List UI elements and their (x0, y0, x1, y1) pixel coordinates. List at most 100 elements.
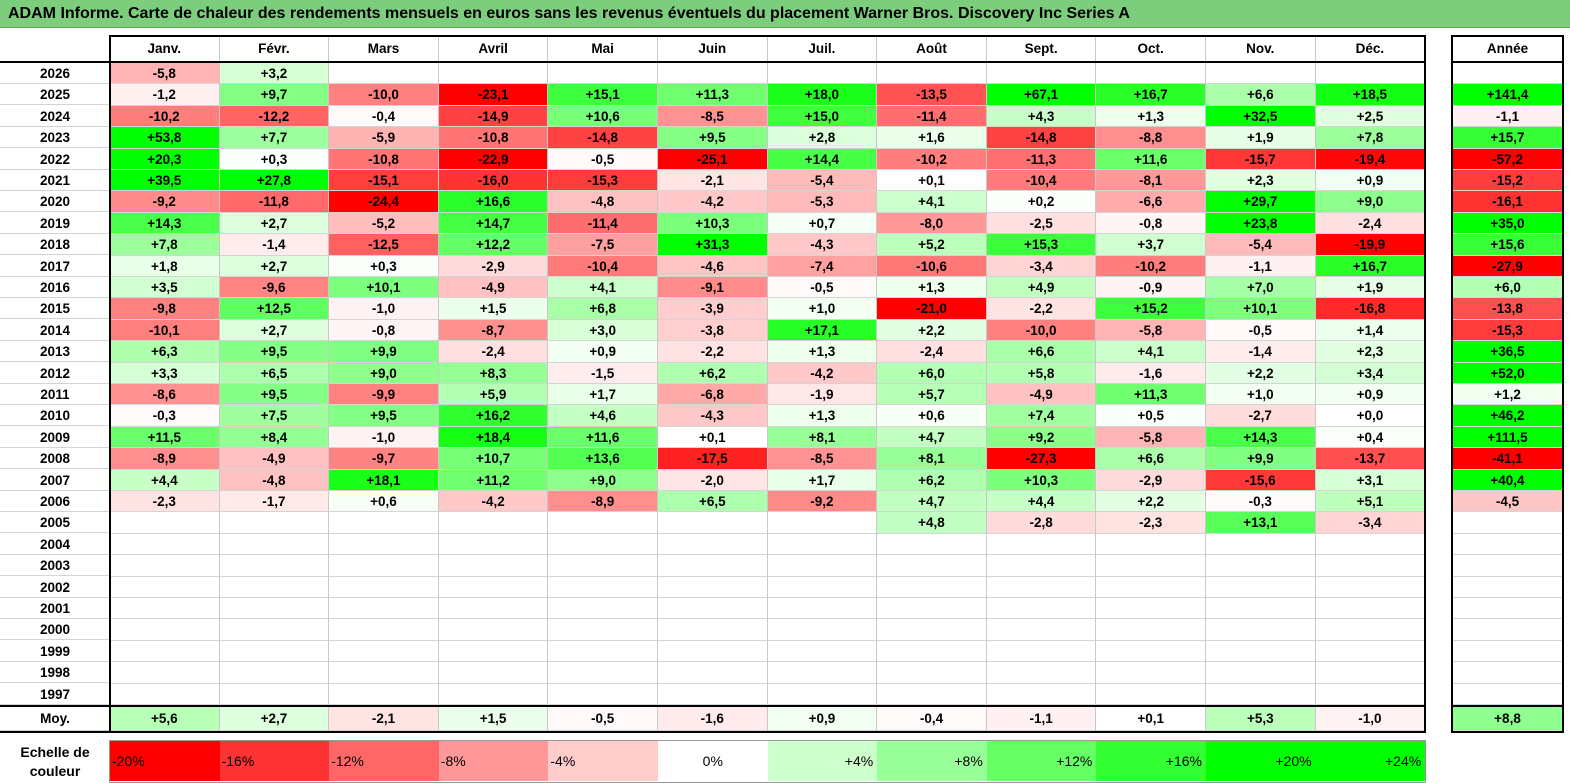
year-label: 2011 (0, 384, 110, 405)
heatmap-cell: -1,4 (219, 234, 330, 256)
heatmap-cell: +14,7 (438, 212, 549, 235)
year-label: 2017 (0, 256, 110, 277)
heatmap-cell: +12,2 (438, 234, 549, 256)
heatmap-cell (986, 533, 1097, 556)
heatmap-cell: -17,5 (658, 448, 768, 470)
heatmap-cell: -10,2 (877, 148, 987, 170)
heatmap-cell (877, 640, 987, 663)
heatmap-cell: +8,1 (767, 426, 878, 449)
heatmap-cell: -21,0 (877, 298, 987, 320)
heatmap-cell (767, 576, 878, 598)
heatmap-cell (767, 533, 878, 556)
heatmap-cell: -8,5 (658, 105, 768, 128)
heatmap-cell: -2,9 (438, 255, 549, 277)
heatmap-cell: -8,9 (110, 448, 220, 470)
average-cell: -2,1 (329, 707, 439, 732)
annual-cell: +1,2 (1452, 384, 1563, 406)
year-label: 2004 (0, 534, 110, 555)
heatmap-cell: -6,8 (658, 384, 768, 406)
heatmap-cell: -4,6 (658, 255, 768, 277)
year-label: 2003 (0, 555, 110, 577)
heatmap-cell: -5,3 (767, 191, 878, 213)
heatmap-cell: +3,2 (219, 63, 330, 85)
heatmap-cell (1206, 619, 1316, 641)
annual-cell (1452, 598, 1563, 620)
heatmap-cell (438, 63, 549, 85)
month-header: Janv. (110, 36, 220, 62)
heatmap-cell: -10,6 (877, 255, 987, 277)
average-cell: -0,4 (877, 707, 987, 732)
heatmap-cell: -1,2 (110, 84, 220, 106)
heatmap-cell: -11,4 (548, 212, 658, 235)
heatmap-cell: +8,3 (438, 362, 549, 384)
annual-cell: -15,2 (1452, 170, 1563, 192)
heatmap-cell: -8,7 (438, 319, 549, 342)
heatmap-cell (767, 555, 878, 577)
heatmap-cell (767, 512, 878, 534)
heatmap-cell: -1,6 (1096, 362, 1206, 384)
heatmap-cell: +16,7 (1096, 84, 1206, 106)
heatmap-cell: -10,8 (438, 127, 549, 149)
heatmap-cell: +11,6 (1096, 148, 1206, 170)
heatmap-cell (877, 576, 987, 598)
annual-cell (1452, 640, 1563, 663)
heatmap-cell: -9,2 (110, 191, 220, 213)
heatmap-cell: -24,4 (329, 191, 439, 213)
heatmap-cell: +11,2 (438, 469, 549, 491)
heatmap-cell (438, 683, 549, 705)
heatmap-cell: -9,8 (110, 298, 220, 320)
heatmap-cell: +11,6 (548, 426, 658, 449)
heatmap-cell: +9,5 (219, 341, 330, 363)
color-scale-swatch: -20% (110, 741, 220, 781)
heatmap-cell (767, 63, 878, 85)
year-label: 2000 (0, 619, 110, 641)
heatmap-cell: +4,9 (986, 277, 1097, 299)
color-scale-swatch: +8% (877, 741, 987, 781)
heatmap-cell: +5,9 (438, 384, 549, 406)
heatmap-cell: -0,3 (110, 405, 220, 427)
year-label: 2001 (0, 598, 110, 619)
heatmap-cell: +3,5 (110, 277, 220, 299)
heatmap-cell (548, 640, 658, 663)
heatmap-cell (1315, 640, 1426, 663)
heatmap-cell (986, 598, 1097, 620)
heatmap-cell: -0,5 (767, 277, 878, 299)
heatmap-cell: +1,9 (1315, 277, 1426, 299)
heatmap-cell: +14,3 (110, 212, 220, 235)
heatmap-cell (877, 533, 987, 556)
average-cell: +1,5 (438, 707, 549, 732)
heatmap-cell: -25,1 (658, 148, 768, 170)
heatmap-cell (548, 683, 658, 705)
heatmap-cell: +0,5 (1096, 405, 1206, 427)
average-label: Moy. (0, 707, 110, 732)
year-label: 2014 (0, 320, 110, 341)
heatmap-cell: +2,7 (219, 212, 330, 235)
heatmap-cell: -10,2 (110, 105, 220, 128)
heatmap-cell (548, 662, 658, 684)
month-header: Août (877, 36, 987, 62)
heatmap-cell: +6,6 (986, 341, 1097, 363)
heatmap-cell: +15,1 (548, 84, 658, 106)
heatmap-cell: +4,7 (877, 426, 987, 449)
heatmap-cell: +9,2 (986, 426, 1097, 449)
heatmap-cell (1315, 683, 1426, 705)
heatmap-cell: +10,3 (658, 212, 768, 235)
heatmap-cell (986, 576, 1097, 598)
heatmap-cell (1315, 598, 1426, 620)
heatmap-cell (1315, 555, 1426, 577)
heatmap-cell (1206, 555, 1316, 577)
heatmap-cell: +1,0 (767, 298, 878, 320)
heatmap-cell: +4,1 (548, 277, 658, 299)
heatmap-cell: -8,5 (767, 448, 878, 470)
heatmap-cell (1206, 662, 1316, 684)
heatmap-cell: -0,3 (1206, 491, 1316, 513)
annual-cell: -41,1 (1452, 448, 1563, 470)
heatmap-cell: +0,9 (548, 341, 658, 363)
heatmap-cell (110, 619, 220, 641)
year-label: 2018 (0, 234, 110, 256)
heatmap-cell: +6,5 (219, 362, 330, 384)
heatmap-cell: +7,4 (986, 405, 1097, 427)
month-header: Sept. (987, 36, 1097, 62)
heatmap-cell (1096, 533, 1206, 556)
